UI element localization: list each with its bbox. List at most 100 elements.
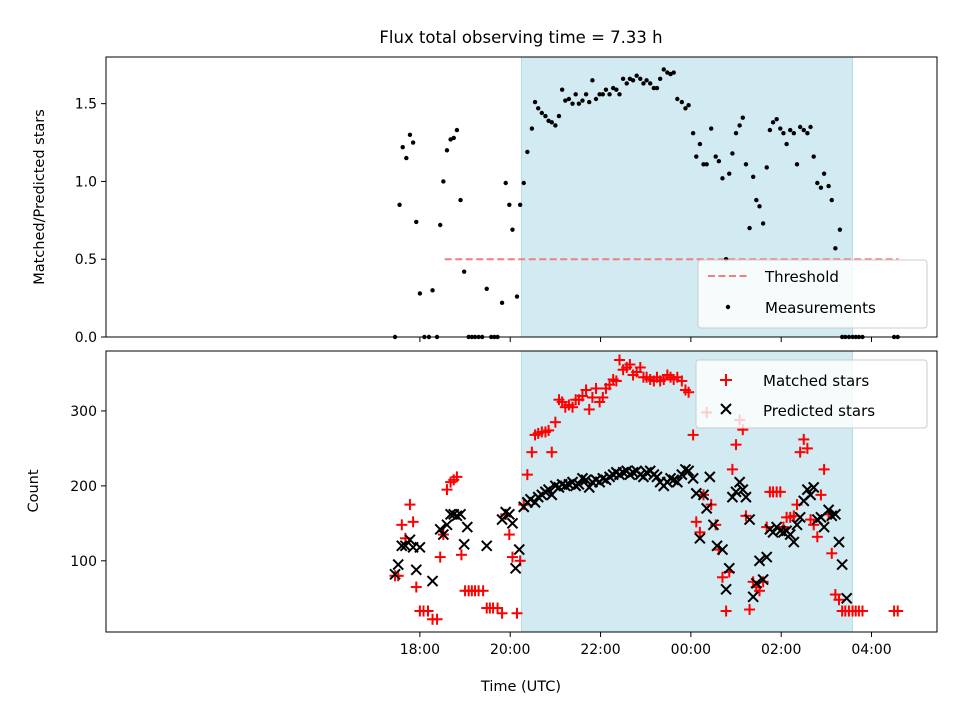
predicted-star-point — [840, 592, 853, 604]
matched-star-point — [744, 604, 756, 616]
x-tick-label: 20:00 — [490, 642, 530, 658]
matched-star-point — [455, 549, 467, 561]
matched-star-point — [407, 516, 419, 528]
measurement-point — [826, 183, 831, 189]
measurement-point — [675, 96, 680, 102]
measurement-point — [441, 179, 446, 184]
matched-star-point — [422, 605, 434, 617]
predicted-star-point — [761, 551, 773, 563]
measurement-point — [797, 124, 803, 130]
measurement-point — [570, 101, 575, 106]
measurement-point — [815, 180, 820, 186]
predicted-star-point — [804, 489, 817, 501]
measurement-point — [607, 92, 612, 97]
predicted-star-point — [730, 486, 742, 498]
measurement-point — [458, 197, 463, 203]
measurement-point — [737, 123, 742, 128]
predicted-star-point — [682, 465, 695, 477]
measurement-point — [510, 227, 515, 232]
matched-star-point — [404, 499, 416, 511]
measurement-point — [837, 227, 843, 232]
chart-title: Flux total observing time = 7.33 h — [379, 28, 662, 47]
measurement-point — [404, 155, 409, 161]
predicted-star-point — [496, 513, 508, 526]
ratio-y-axis-label: Matched/Predicted stars — [32, 109, 48, 285]
predicted-star-point — [679, 463, 692, 476]
predicted-star-point — [711, 540, 723, 552]
legend-measurements-swatch — [725, 304, 731, 310]
predicted-star-point — [454, 508, 467, 521]
predicted-star-point — [410, 564, 422, 576]
predicted-star-point — [458, 538, 470, 551]
measurement-point — [654, 85, 660, 91]
matched-star-point — [801, 442, 813, 454]
measurement-point — [791, 131, 797, 136]
matched-star-point — [676, 375, 688, 387]
predicted-star-point — [791, 519, 803, 531]
matched-star-point — [757, 576, 769, 588]
measurement-point — [634, 73, 639, 78]
measurement-point — [704, 162, 709, 167]
predicted-star-point — [542, 483, 555, 496]
measurement-point — [539, 110, 545, 116]
measurement-point — [690, 131, 696, 136]
measurement-point — [788, 127, 793, 133]
measurement-points — [392, 67, 900, 340]
measurement-point — [590, 78, 595, 83]
predicted-star-point — [509, 562, 522, 575]
measurement-point — [657, 76, 663, 81]
predicted-star-point — [559, 480, 572, 492]
y-tick-label: 0.5 — [75, 252, 97, 268]
measurement-point — [679, 99, 685, 105]
count-legend-box — [695, 359, 928, 429]
predicted-star-point — [576, 472, 589, 485]
x-tick-label: 00:00 — [671, 642, 711, 658]
measurement-point — [517, 202, 523, 207]
predicted-star-point — [707, 519, 720, 531]
measurement-point — [829, 197, 834, 203]
count-panel: 100 200 300 18:00 20:00 22:00 00:00 02:00 04:00… — [26, 350, 938, 695]
y-tick-label: 100 — [70, 554, 97, 570]
measurement-point — [740, 115, 745, 120]
measurement-point — [818, 185, 824, 190]
measurement-point — [833, 246, 838, 251]
measurement-point — [414, 219, 419, 225]
matched-star-point — [477, 585, 489, 597]
y-tick-label: 1.5 — [75, 97, 97, 113]
ratio-panel: 0.0 0.5 1.0 1.5 Matched/Predicted stars Thr… — [32, 56, 938, 346]
measurement-point — [630, 78, 636, 83]
predicted-star-point — [704, 471, 716, 483]
predicted-star-point — [461, 521, 474, 533]
matched-star-point — [503, 529, 515, 541]
predicted-star-point — [723, 562, 735, 575]
measurement-point — [536, 106, 541, 111]
legend-measurements-label: Measurements — [765, 299, 876, 317]
measurement-point — [397, 202, 402, 207]
measurement-point — [451, 135, 456, 141]
ratio-legend: Threshold Measurements — [697, 259, 928, 329]
predicted-star-point — [392, 558, 404, 571]
measurement-point — [521, 180, 526, 186]
count-y-axis-label: Count — [26, 469, 42, 512]
y-tick-label: 0.0 — [75, 330, 97, 346]
measurement-point — [400, 145, 405, 150]
predicted-star-point — [573, 478, 585, 491]
matched-star-point — [798, 433, 810, 445]
count-x-ticks: 18:00 20:00 22:00 00:00 02:00 04:00 — [400, 632, 892, 658]
measurement-point — [770, 120, 776, 125]
measurement-point — [784, 141, 789, 147]
measurement-point — [529, 126, 535, 131]
matched-star-point — [690, 516, 702, 528]
matched-star-point — [730, 439, 742, 451]
measurement-point — [638, 76, 643, 81]
predicted-star-point — [503, 508, 516, 521]
predicted-star-point — [441, 519, 453, 531]
predicted-star-point — [651, 471, 663, 483]
matched-star-point — [624, 358, 636, 370]
y-tick-label: 300 — [70, 404, 97, 420]
matched-star-point — [526, 446, 538, 458]
predicted-star-point — [506, 517, 519, 530]
measurement-point — [597, 92, 602, 97]
predicted-star-point — [687, 472, 699, 485]
measurement-point — [651, 85, 657, 91]
